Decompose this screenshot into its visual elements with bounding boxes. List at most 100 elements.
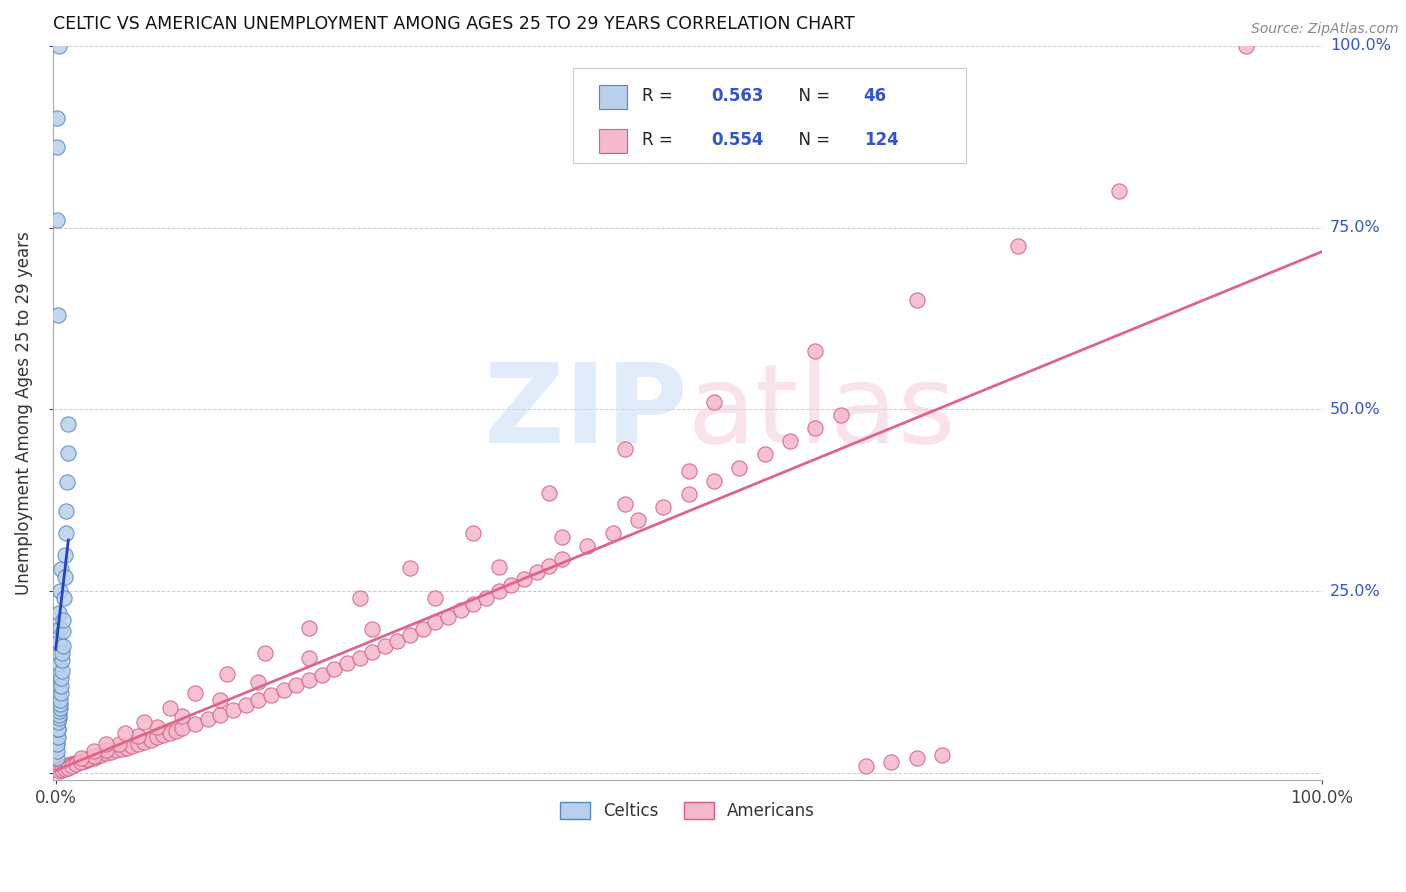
- Text: 0.554: 0.554: [711, 131, 763, 149]
- Point: [49, 761, 72, 775]
- Point: [298, 673, 321, 687]
- Point: [96, 737, 118, 751]
- Point: [58, 758, 80, 772]
- Point: [779, 434, 801, 449]
- Point: [110, 742, 132, 756]
- Point: [139, 732, 162, 747]
- Point: [855, 758, 877, 772]
- Point: [86, 749, 108, 764]
- Point: [209, 693, 232, 707]
- Point: [627, 513, 650, 527]
- Point: [52, 591, 75, 606]
- Point: [51, 653, 73, 667]
- Text: N =: N =: [787, 131, 835, 149]
- Point: [804, 421, 827, 435]
- Point: [51, 664, 73, 678]
- Text: CELTIC VS AMERICAN UNEMPLOYMENT AMONG AGES 25 TO 29 YEARS CORRELATION CHART: CELTIC VS AMERICAN UNEMPLOYMENT AMONG AG…: [53, 15, 855, 33]
- Point: [49, 679, 72, 693]
- Point: [551, 552, 574, 566]
- Point: [70, 751, 93, 765]
- Point: [513, 572, 536, 586]
- Point: [538, 486, 561, 500]
- Point: [253, 646, 276, 660]
- Point: [425, 591, 447, 606]
- Point: [152, 728, 174, 742]
- Point: [51, 760, 73, 774]
- Point: [678, 486, 700, 500]
- Point: [96, 747, 118, 761]
- Point: [108, 737, 131, 751]
- Point: [65, 757, 87, 772]
- Point: [45, 112, 67, 126]
- FancyBboxPatch shape: [574, 68, 966, 163]
- Point: [45, 737, 67, 751]
- Text: Source: ZipAtlas.com: Source: ZipAtlas.com: [1251, 22, 1399, 37]
- Point: [96, 743, 118, 757]
- Point: [134, 715, 156, 730]
- Point: [52, 624, 75, 639]
- Point: [51, 672, 73, 686]
- Point: [184, 716, 207, 731]
- Point: [450, 603, 472, 617]
- Point: [311, 668, 333, 682]
- Point: [159, 700, 181, 714]
- Point: [51, 763, 73, 777]
- Point: [58, 417, 80, 431]
- Point: [45, 730, 67, 744]
- Point: [46, 693, 69, 707]
- Point: [100, 745, 122, 759]
- Point: [172, 721, 194, 735]
- Point: [222, 703, 245, 717]
- Point: [52, 639, 75, 653]
- Point: [830, 408, 852, 422]
- Point: [551, 530, 574, 544]
- Point: [159, 726, 181, 740]
- Point: [105, 743, 128, 757]
- Point: [48, 621, 70, 635]
- Point: [425, 615, 447, 630]
- Point: [55, 758, 77, 772]
- Point: [298, 621, 321, 635]
- Point: [48, 704, 70, 718]
- Y-axis label: Unemployment Among Ages 25 to 29 years: Unemployment Among Ages 25 to 29 years: [15, 231, 32, 595]
- Text: 25.0%: 25.0%: [1330, 583, 1381, 599]
- Point: [614, 497, 637, 511]
- Point: [62, 756, 84, 771]
- Point: [52, 760, 75, 774]
- Point: [652, 500, 675, 514]
- Point: [526, 566, 548, 580]
- Point: [298, 651, 321, 665]
- Point: [412, 622, 434, 636]
- Point: [70, 755, 93, 769]
- Point: [247, 675, 270, 690]
- Point: [488, 584, 510, 599]
- Point: [576, 539, 599, 553]
- Point: [46, 700, 69, 714]
- Text: ZIP: ZIP: [484, 359, 688, 467]
- Point: [614, 442, 637, 457]
- Point: [83, 750, 105, 764]
- Point: [285, 678, 308, 692]
- Point: [56, 446, 79, 460]
- Point: [501, 578, 523, 592]
- Point: [53, 763, 76, 777]
- Point: [146, 720, 169, 734]
- Point: [1007, 238, 1029, 252]
- Point: [48, 686, 70, 700]
- Point: [931, 747, 953, 762]
- Point: [45, 744, 67, 758]
- Point: [80, 751, 103, 765]
- Point: [46, 213, 69, 227]
- Point: [51, 646, 73, 660]
- Point: [361, 622, 384, 636]
- FancyBboxPatch shape: [599, 129, 627, 153]
- Text: atlas: atlas: [688, 359, 956, 467]
- Point: [463, 526, 485, 541]
- Point: [1234, 38, 1257, 53]
- Point: [754, 447, 776, 461]
- Point: [374, 640, 396, 654]
- Point: [115, 740, 138, 755]
- Point: [49, 686, 72, 700]
- Point: [45, 140, 67, 154]
- Point: [804, 344, 827, 359]
